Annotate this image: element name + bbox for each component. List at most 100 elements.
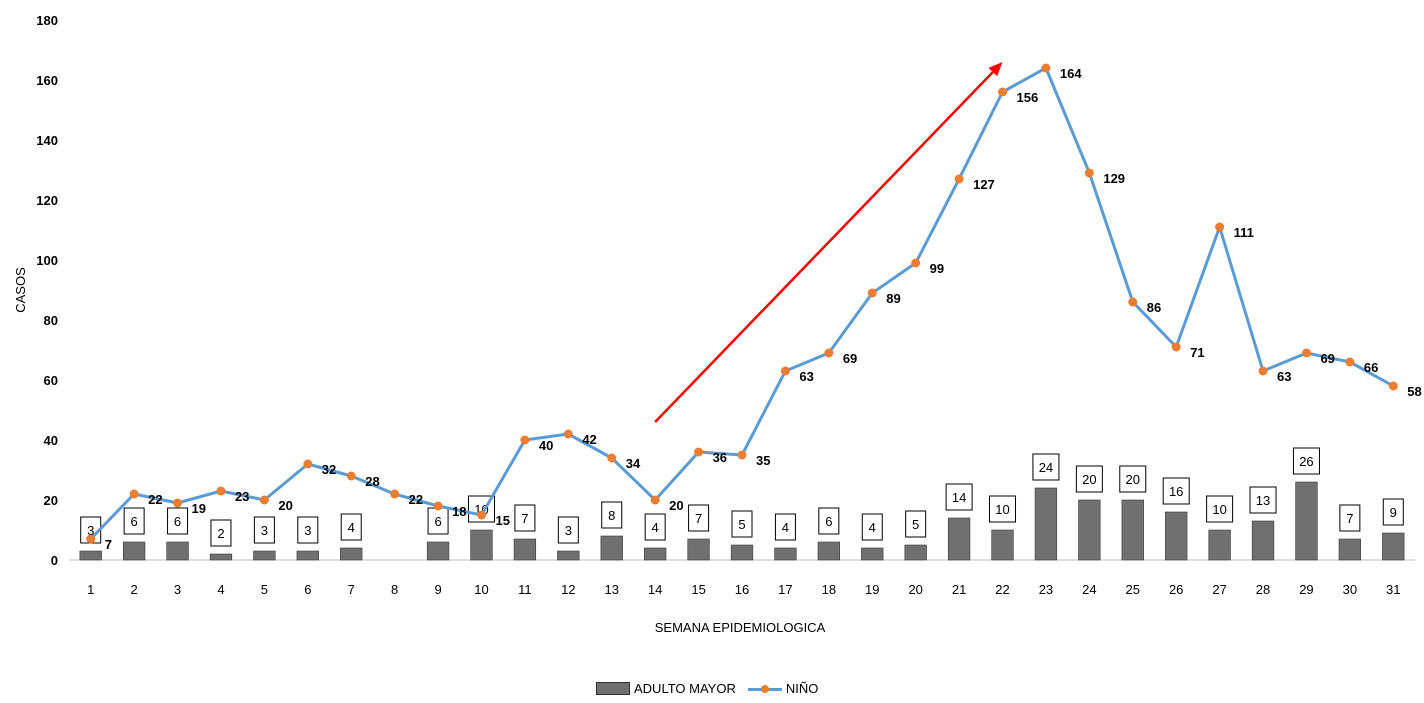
- nino-point: [1084, 168, 1094, 178]
- nino-data-label: 111: [1234, 225, 1254, 240]
- x-tick-label: 29: [1299, 582, 1313, 597]
- nino-data-label: 66: [1364, 360, 1378, 375]
- x-tick-label: 26: [1169, 582, 1183, 597]
- x-tick-label: 12: [561, 582, 575, 597]
- nino-point: [476, 510, 486, 520]
- x-tick-label: 11: [518, 582, 532, 597]
- bar: [209, 553, 233, 561]
- x-tick-label: 20: [908, 582, 922, 597]
- bar-label-box: [731, 510, 753, 538]
- legend-bar-swatch: [596, 682, 630, 695]
- x-tick-label: 7: [348, 582, 355, 597]
- bar-label-box: [688, 504, 710, 532]
- bar: [557, 550, 580, 561]
- bar-data-label: 3: [297, 516, 319, 544]
- bar-label-text: 7: [521, 511, 528, 526]
- nino-point: [520, 435, 530, 445]
- bar-label-box: [601, 501, 623, 529]
- nino-point: [607, 453, 617, 463]
- bar-label-box: [1119, 465, 1147, 493]
- nino-point: [867, 288, 877, 298]
- x-tick-label: 9: [434, 582, 441, 597]
- nino-data-label: 129: [1103, 171, 1125, 186]
- bar-label-box: [253, 516, 275, 544]
- bar-data-label: 2: [210, 519, 232, 547]
- bar-label-text: 10: [1212, 502, 1226, 517]
- bar-data-label: 4: [774, 513, 796, 541]
- nino-point: [1215, 222, 1225, 232]
- nino-data-label: 156: [1017, 90, 1039, 105]
- bar-label-text: 6: [131, 514, 138, 529]
- nino-point: [694, 447, 704, 457]
- x-tick-label: 27: [1212, 582, 1226, 597]
- bar-label-text: 24: [1039, 460, 1053, 475]
- y-axis-title: CASOS: [13, 267, 28, 313]
- bar: [730, 544, 754, 561]
- bar-label-box: [1075, 465, 1103, 493]
- nino-data-label: 20: [669, 498, 683, 513]
- y-tick-label: 40: [44, 433, 58, 448]
- bar-label-text: 3: [87, 523, 94, 538]
- nino-data-label: 99: [930, 261, 944, 276]
- bar-data-label: 5: [905, 510, 927, 538]
- y-tick-label: 160: [36, 73, 58, 88]
- bar: [513, 538, 537, 561]
- nino-data-label: 71: [1190, 345, 1204, 360]
- arrow-shaft: [654, 71, 994, 423]
- bar-data-label: 5: [731, 510, 753, 538]
- nino-data-label: 42: [582, 432, 596, 447]
- bar: [122, 541, 146, 561]
- trend-arrow: [654, 62, 1003, 423]
- bar-label-text: 6: [825, 514, 832, 529]
- x-axis-title: SEMANA EPIDEMIOLOGICA: [655, 620, 826, 635]
- nino-line: [89, 66, 1395, 541]
- nino-point: [1301, 348, 1311, 358]
- bar: [1382, 532, 1405, 561]
- nino-data-label: 7: [105, 537, 112, 552]
- nino-point: [216, 486, 226, 496]
- x-tick-label: 6: [304, 582, 311, 597]
- bar-series-adulto-mayor: [79, 481, 1405, 561]
- y-tick-label: 60: [44, 373, 58, 388]
- bar-label-text: 3: [565, 523, 572, 538]
- bar: [340, 547, 363, 561]
- nino-data-label: 69: [1320, 351, 1334, 366]
- y-tick-label: 140: [36, 133, 58, 148]
- bar-data-label: 7: [514, 504, 536, 532]
- bar-label-box: [989, 495, 1017, 523]
- bar-label-text: 7: [1346, 511, 1353, 526]
- bar-data-label: 7: [688, 504, 710, 532]
- y-tick-label: 120: [36, 193, 58, 208]
- bar-label-box: [514, 504, 536, 532]
- bar: [1034, 487, 1058, 561]
- x-tick-label: 8: [391, 582, 398, 597]
- bar-data-label: 20: [1075, 465, 1103, 493]
- nino-data-label: 164: [1060, 66, 1082, 81]
- bar-label-text: 3: [261, 523, 268, 538]
- bar-label-text: 14: [952, 490, 966, 505]
- nino-data-label: 35: [756, 453, 770, 468]
- y-tick-label: 0: [51, 553, 58, 568]
- bar-data-label: 4: [644, 513, 666, 541]
- x-tick-label: 10: [474, 582, 488, 597]
- bar-data-label: 10: [1206, 495, 1234, 523]
- nino-point: [911, 258, 921, 268]
- bar-label-text: 16: [1169, 484, 1183, 499]
- nino-point: [780, 366, 790, 376]
- bar-label-box: [1206, 495, 1234, 523]
- bar-label-box: [1339, 504, 1361, 532]
- nino-point: [1128, 297, 1138, 307]
- x-tick-label: 1: [87, 582, 94, 597]
- bar: [166, 541, 189, 561]
- bar-label-box: [297, 516, 319, 544]
- nino-data-label: 36: [713, 450, 727, 465]
- bar-label-text: 26: [1299, 454, 1313, 469]
- nino-data-label: 89: [886, 291, 900, 306]
- bar-label-text: 9: [1390, 505, 1397, 520]
- x-tick-label: 2: [131, 582, 138, 597]
- bar-label-box: [167, 507, 189, 535]
- nino-data-label: 69: [843, 351, 857, 366]
- bar-label-box: [945, 483, 973, 511]
